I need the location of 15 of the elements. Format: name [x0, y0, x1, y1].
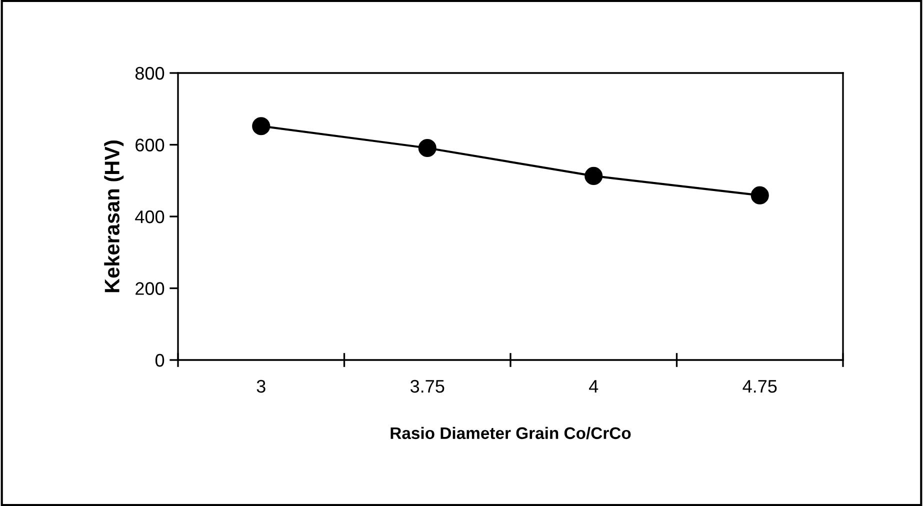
- point: [584, 166, 603, 185]
- y-axis-title: Kekerasan (HV): [104, 140, 124, 292]
- x-tick-label: 3: [256, 380, 266, 393]
- x-tick-label: 4.75: [742, 380, 777, 393]
- y-tick-label: 600: [136, 138, 164, 152]
- point: [750, 186, 769, 204]
- x-tick-label: 4: [589, 380, 598, 393]
- y-tick-label: 800: [135, 66, 164, 80]
- y-tick-label: 400: [135, 210, 164, 224]
- point: [252, 117, 270, 136]
- point: [418, 138, 436, 158]
- y-tick-label: 0: [155, 354, 164, 367]
- x-axis-title: Rasio Diameter Grain Co/CrCo: [390, 426, 631, 440]
- y-tick-label: 200: [136, 282, 164, 295]
- x-tick-label: 3.75: [410, 380, 444, 393]
